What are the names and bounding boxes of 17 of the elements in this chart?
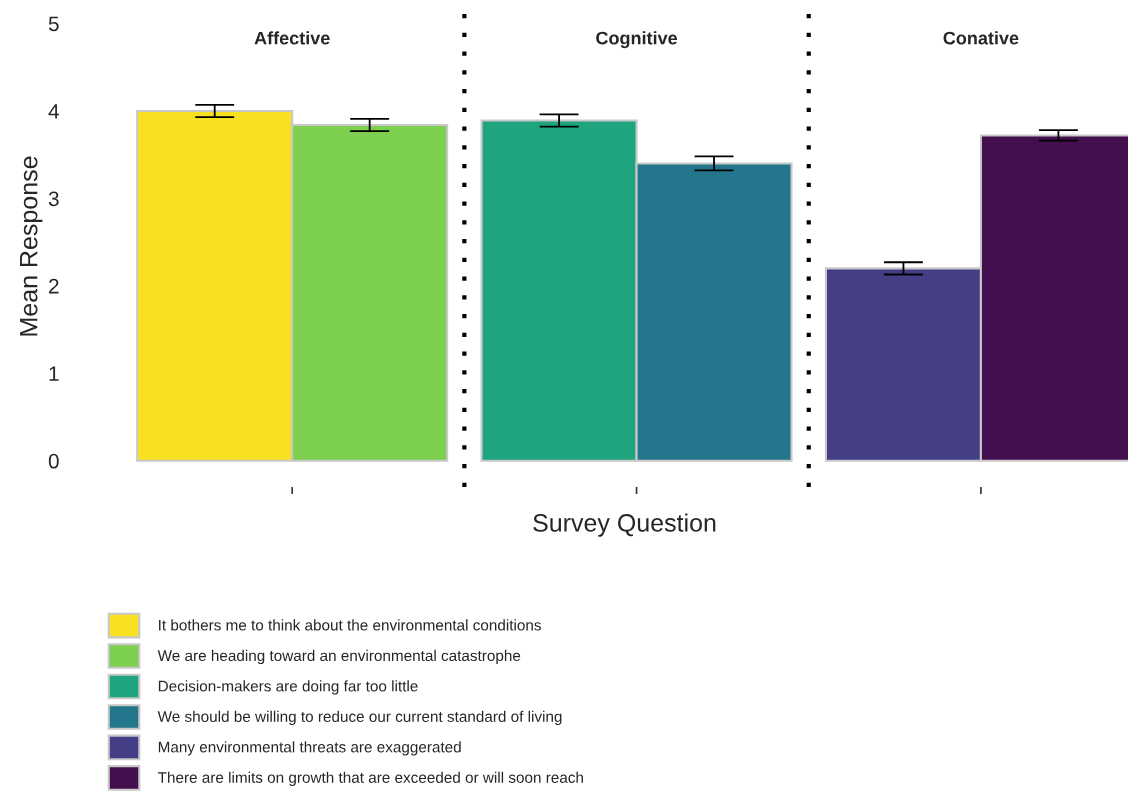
y-tick-label: 0 <box>48 453 59 469</box>
legend-label: It bothers me to think about the environmental conditions <box>159 619 541 631</box>
legend-label: Many environmental threats are exaggerated <box>158 741 461 756</box>
y-tick-label: 4 <box>48 104 59 119</box>
y-axis-title: Mean Response <box>20 156 43 336</box>
y-tick-label: 1 <box>49 366 59 381</box>
x-tick-label: Affective <box>254 31 330 45</box>
legend-label: Decision-makers are doing far too little <box>158 680 418 695</box>
x-tick-label: Conative <box>943 31 1019 45</box>
y-tick-label: 3 <box>48 191 59 207</box>
legend-label: We are heading toward an environmental catastrophe <box>157 649 521 665</box>
x-tick-label: Cognitive <box>596 31 678 49</box>
legend-label: There are limits on growth that are exceeded or will soon reach <box>157 771 583 786</box>
legend-label: We should be willing to reduce our current standard of living <box>157 710 562 726</box>
x-axis-title: Survey Question <box>533 513 716 537</box>
y-tick-label: 5 <box>48 16 59 32</box>
y-tick-label: 2 <box>49 278 59 294</box>
